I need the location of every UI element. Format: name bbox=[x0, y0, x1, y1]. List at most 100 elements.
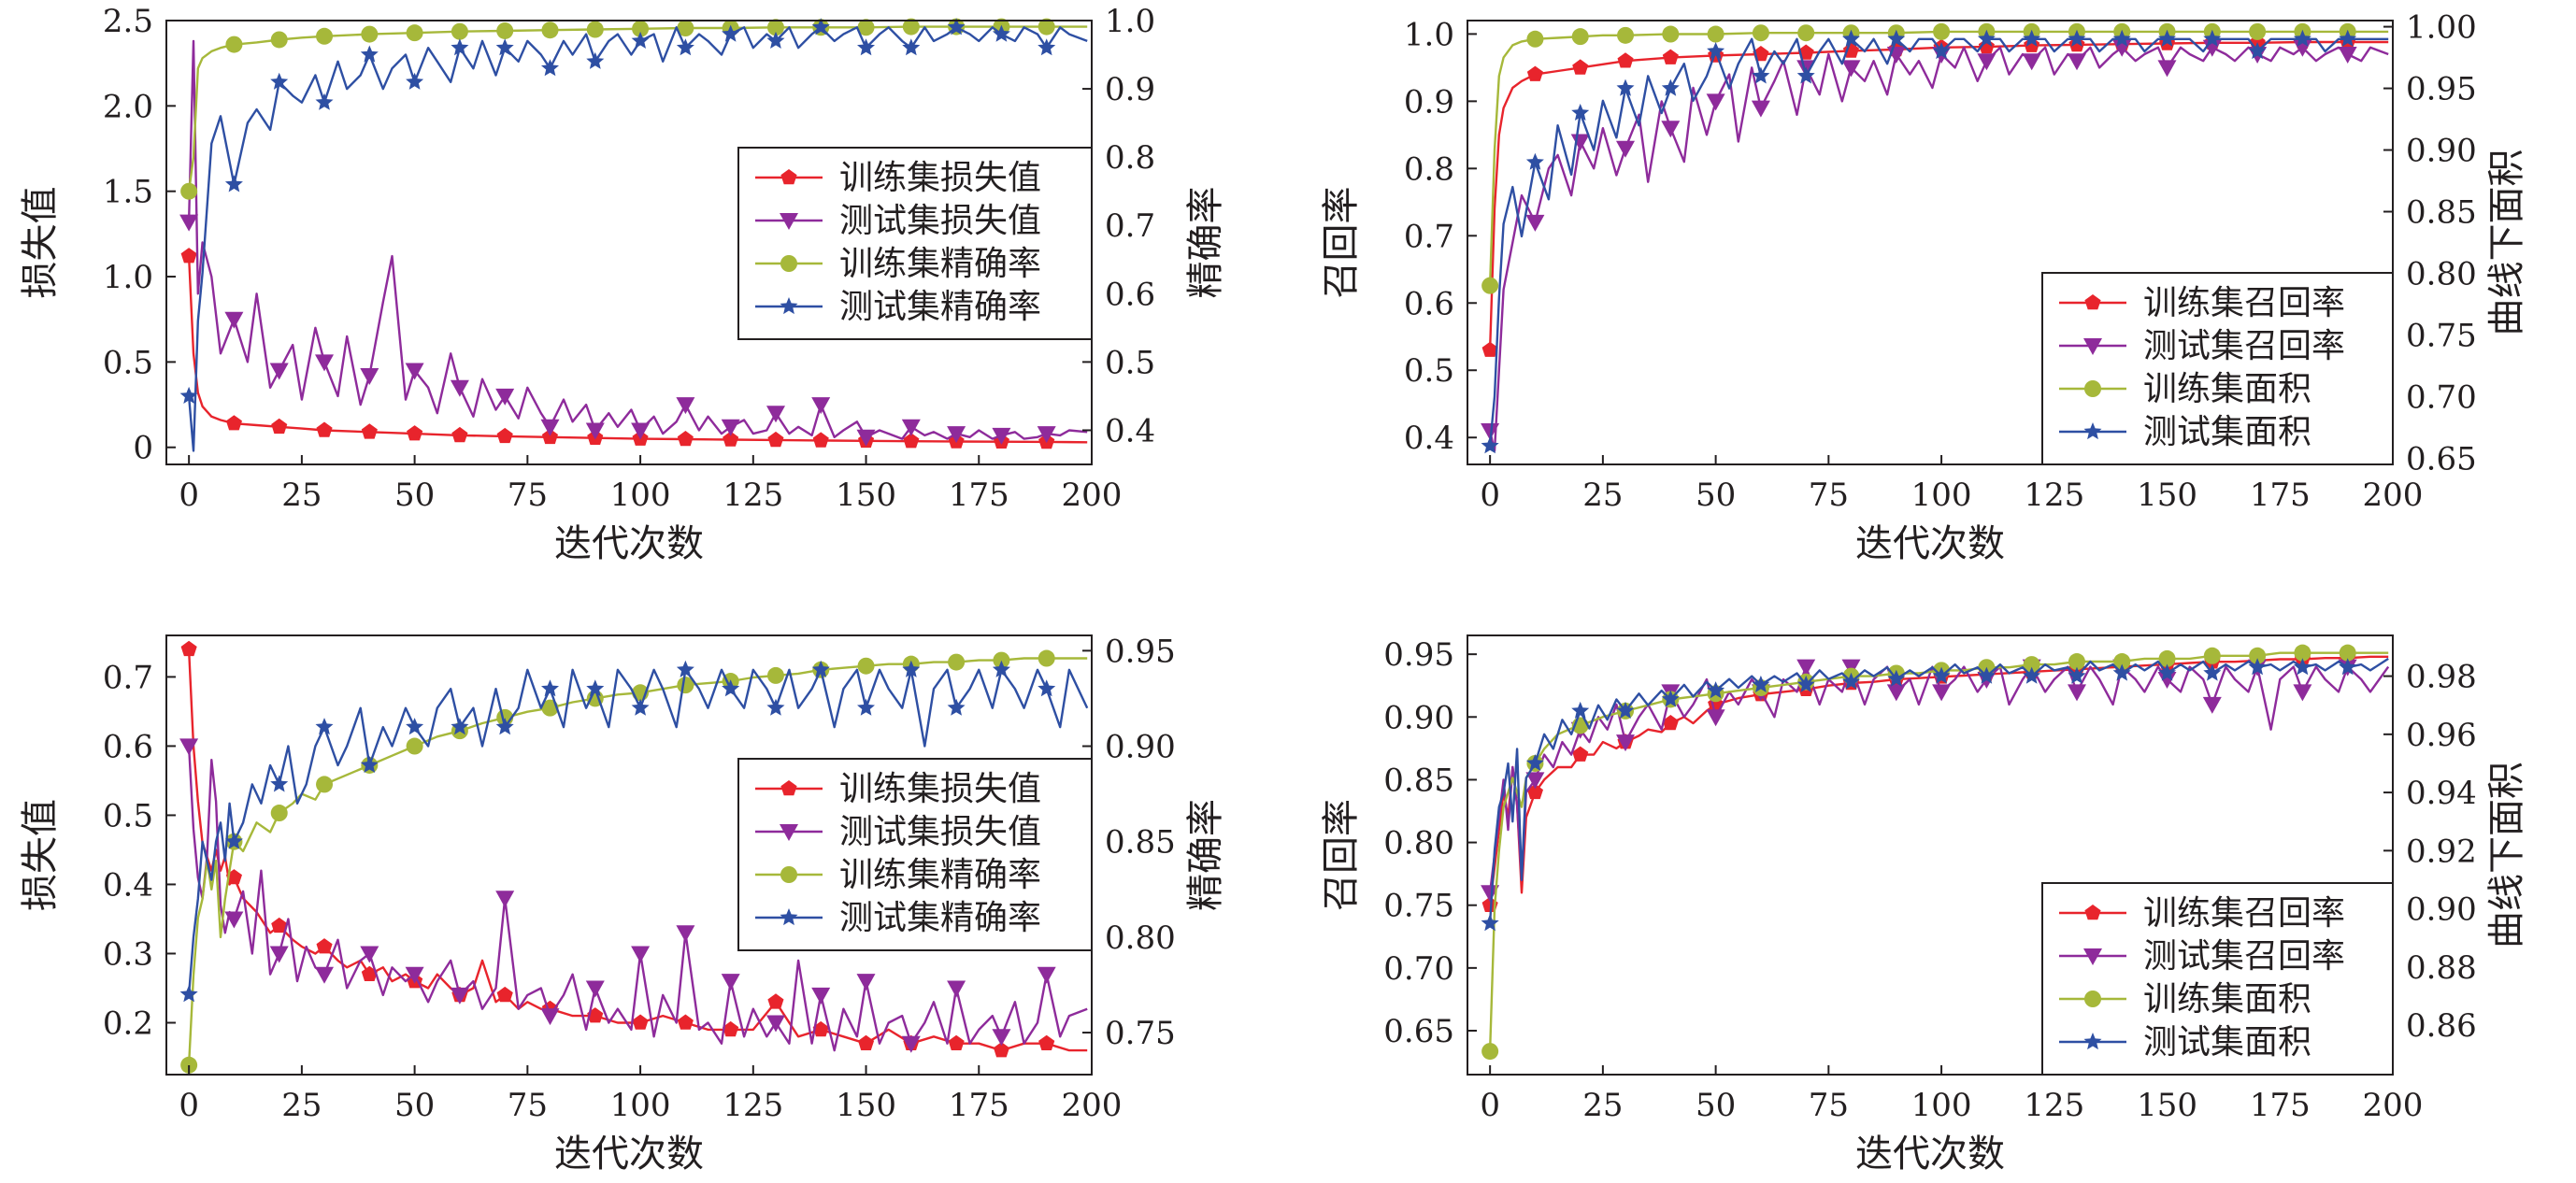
data-point bbox=[496, 986, 513, 1003]
data-point bbox=[2023, 656, 2040, 674]
data-point bbox=[406, 737, 423, 755]
x-tick-label: 175 bbox=[2250, 1087, 2311, 1124]
data-point bbox=[947, 980, 966, 998]
data-point bbox=[1797, 24, 1815, 42]
data-point bbox=[585, 980, 605, 998]
y2-tick-label: 0.9 bbox=[1105, 71, 1155, 108]
data-point bbox=[2113, 653, 2131, 671]
data-point bbox=[948, 1034, 965, 1050]
y2-tick-label: 1.0 bbox=[1105, 3, 1155, 40]
data-point bbox=[315, 93, 334, 110]
data-point bbox=[585, 422, 605, 440]
y-tick-label: 0.7 bbox=[103, 659, 153, 696]
series-line-4 bbox=[187, 26, 1088, 452]
x-tick-label: 25 bbox=[281, 1087, 322, 1124]
data-point bbox=[812, 1020, 829, 1037]
y-tick-label: 0.6 bbox=[1404, 285, 1454, 322]
data-point bbox=[1572, 59, 1589, 75]
data-point bbox=[2112, 663, 2131, 681]
data-point bbox=[316, 27, 334, 45]
data-point bbox=[541, 428, 558, 445]
data-point bbox=[406, 72, 424, 90]
data-point bbox=[179, 386, 198, 404]
y-tick-label: 0.2 bbox=[103, 1005, 153, 1042]
data-point bbox=[1617, 52, 1634, 68]
y-tick-label: 0.65 bbox=[1383, 1013, 1454, 1050]
data-point bbox=[766, 31, 785, 49]
y-tick-label: 0.90 bbox=[1383, 699, 1454, 736]
data-point bbox=[2068, 684, 2086, 702]
data-point bbox=[1796, 675, 1815, 692]
data-point bbox=[857, 19, 875, 36]
data-point bbox=[2248, 42, 2267, 60]
data-point bbox=[1796, 659, 1816, 677]
x-tick-label: 175 bbox=[949, 1087, 1009, 1124]
data-point bbox=[180, 248, 197, 264]
y-axis-label: 损失值 bbox=[19, 187, 62, 299]
data-point bbox=[2293, 658, 2311, 676]
data-point bbox=[1707, 25, 1724, 43]
y2-tick-label: 0.7 bbox=[1105, 207, 1155, 245]
data-point bbox=[360, 756, 379, 773]
data-point bbox=[406, 24, 423, 42]
data-point bbox=[2202, 696, 2222, 714]
data-point bbox=[992, 24, 1010, 42]
data-point bbox=[270, 775, 289, 792]
data-point bbox=[1481, 423, 1500, 440]
data-point bbox=[2203, 663, 2222, 681]
x-tick-label: 150 bbox=[2137, 1087, 2197, 1124]
data-point bbox=[1038, 649, 1055, 667]
legend-label: 训练集面积 bbox=[2143, 980, 2311, 1019]
data-point bbox=[1842, 29, 1860, 47]
data-point bbox=[677, 431, 694, 447]
legend-swatch-marker bbox=[780, 780, 797, 796]
data-point bbox=[1038, 38, 1056, 56]
data-point bbox=[271, 917, 288, 934]
x-tick-label: 200 bbox=[2363, 1087, 2424, 1124]
data-point bbox=[451, 38, 469, 56]
x-tick-label: 175 bbox=[949, 477, 1009, 514]
x-tick-label: 125 bbox=[2024, 1087, 2084, 1124]
data-point bbox=[405, 966, 424, 984]
data-point bbox=[450, 987, 469, 1005]
data-point bbox=[1977, 666, 1996, 684]
data-point bbox=[766, 698, 785, 716]
data-point bbox=[2068, 666, 2086, 684]
data-point bbox=[540, 419, 560, 436]
data-point bbox=[2022, 53, 2041, 71]
data-point bbox=[2338, 47, 2357, 64]
x-tick-label: 50 bbox=[394, 477, 435, 514]
data-point bbox=[676, 38, 694, 56]
x-tick-label: 150 bbox=[836, 1087, 896, 1124]
y-tick-label: 0.5 bbox=[103, 797, 153, 834]
subplot-4: 0 25 50 75 100 125 150 175 200 0.65 0.70 0.75 0.80 0.… bbox=[1320, 634, 2528, 1176]
data-point bbox=[1706, 93, 1725, 111]
y2-tick-label: 0.95 bbox=[1105, 633, 1176, 670]
data-point bbox=[721, 419, 740, 436]
data-point bbox=[1481, 1043, 1499, 1061]
data-point bbox=[1037, 966, 1056, 984]
data-point bbox=[224, 311, 244, 329]
data-point bbox=[316, 776, 334, 793]
data-point bbox=[1932, 666, 1951, 684]
data-point bbox=[1481, 341, 1498, 357]
data-point bbox=[1617, 26, 1635, 44]
series-line-4 bbox=[1488, 37, 2389, 447]
data-point bbox=[1933, 22, 1951, 40]
data-point bbox=[2157, 60, 2177, 78]
data-point bbox=[496, 427, 513, 444]
data-point bbox=[1661, 78, 1680, 96]
legend-label: 测试集损失值 bbox=[839, 813, 1041, 851]
data-point bbox=[902, 660, 921, 677]
x-tick-label: 200 bbox=[1062, 1087, 1123, 1124]
data-point bbox=[677, 20, 694, 37]
data-point bbox=[811, 18, 830, 36]
data-point bbox=[812, 432, 829, 448]
x-tick-label: 75 bbox=[1809, 477, 1849, 514]
x-tick-label: 25 bbox=[1582, 1087, 1623, 1124]
data-point bbox=[180, 1056, 198, 1074]
legend-label: 训练集召回率 bbox=[2143, 894, 2345, 933]
x-tick-label: 125 bbox=[723, 477, 783, 514]
legend-swatch-marker bbox=[2083, 338, 2102, 355]
y2-tick-label: 0.85 bbox=[1105, 824, 1176, 862]
